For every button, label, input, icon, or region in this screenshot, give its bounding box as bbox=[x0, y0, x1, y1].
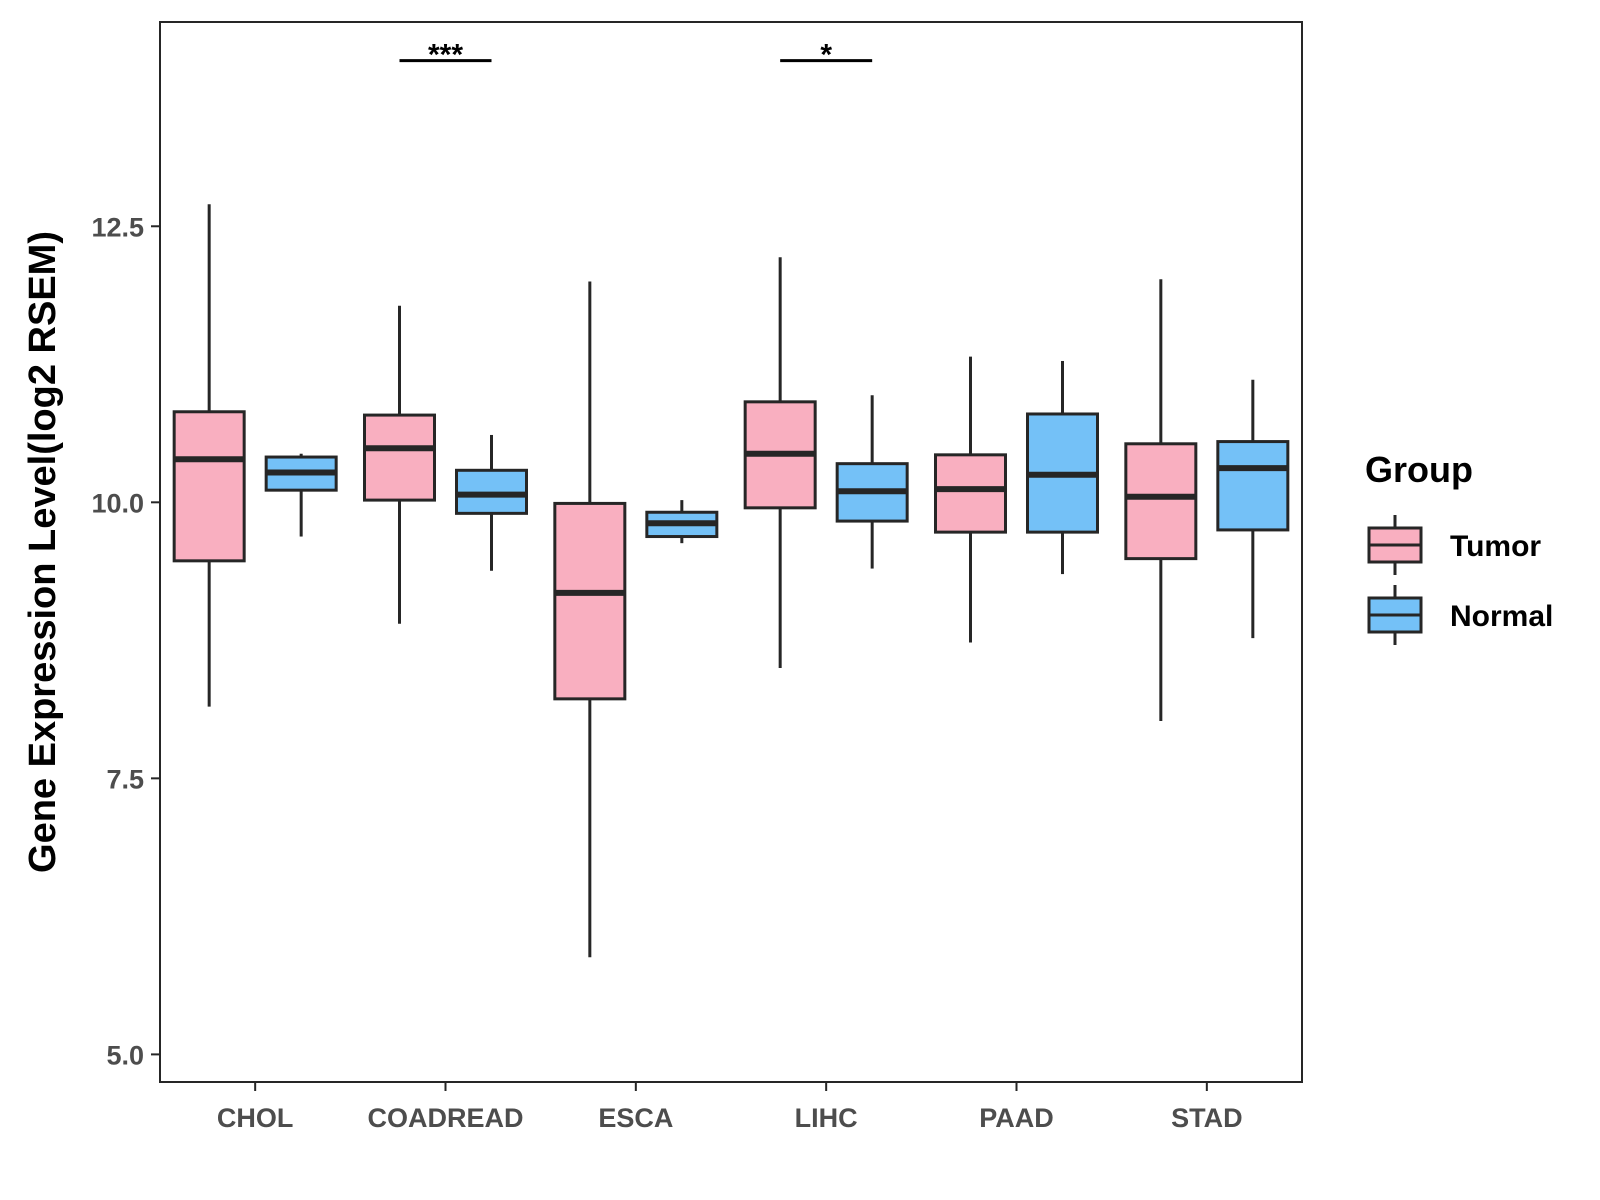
box-tumor-paad bbox=[934, 356, 1007, 643]
y-tick-label: 12.5 bbox=[91, 212, 144, 242]
box-body bbox=[1216, 440, 1290, 532]
legend-item-normal: Normal bbox=[1367, 585, 1553, 645]
legend-label: Normal bbox=[1450, 600, 1553, 633]
y-tick-label: 5.0 bbox=[106, 1040, 144, 1070]
box-body bbox=[553, 501, 627, 701]
box-normal-paad bbox=[1026, 360, 1099, 575]
legend-label: Tumor bbox=[1450, 530, 1541, 563]
box-body bbox=[934, 453, 1007, 534]
significance-label: * bbox=[820, 39, 832, 72]
x-tick-label: COADREAD bbox=[367, 1103, 523, 1133]
x-tick-label: CHOL bbox=[217, 1103, 294, 1133]
box-body bbox=[1124, 442, 1198, 561]
y-tick-label: 7.5 bbox=[106, 764, 144, 794]
x-tick-label: STAD bbox=[1171, 1103, 1243, 1133]
box-normal-esca bbox=[645, 500, 719, 544]
axes: 5.0 7.5 10.0 12.5 CHOL COADREAD ESCA LIHC PAAD ST… bbox=[22, 21, 1303, 1133]
y-axis-title: Gene Expression Level(log2 RSEM) bbox=[22, 231, 64, 873]
box-tumor-chol bbox=[172, 204, 246, 707]
box-tumor-coadread bbox=[363, 305, 436, 624]
box-tumor-lihc bbox=[743, 257, 817, 668]
box-body bbox=[363, 413, 436, 502]
legend-item-tumor: Tumor bbox=[1367, 515, 1541, 575]
significance-label: *** bbox=[428, 39, 463, 72]
y-tick-label: 10.0 bbox=[91, 488, 144, 518]
box-normal-lihc bbox=[835, 395, 909, 569]
box-normal-chol bbox=[264, 453, 338, 537]
box-tumor-esca bbox=[553, 281, 627, 958]
panel-border bbox=[159, 21, 1303, 1083]
plot-area: *** * bbox=[172, 39, 1290, 958]
box-normal-coadread bbox=[455, 434, 528, 571]
box-body bbox=[172, 410, 246, 563]
x-tick-label: LIHC bbox=[795, 1103, 858, 1133]
legend: Group Tumor Normal bbox=[1365, 449, 1553, 645]
x-tick-label: PAAD bbox=[979, 1103, 1054, 1133]
box-normal-stad bbox=[1216, 379, 1290, 639]
x-tick-label: ESCA bbox=[598, 1103, 673, 1133]
legend-title: Group bbox=[1365, 449, 1473, 490]
box-tumor-stad bbox=[1124, 279, 1198, 721]
